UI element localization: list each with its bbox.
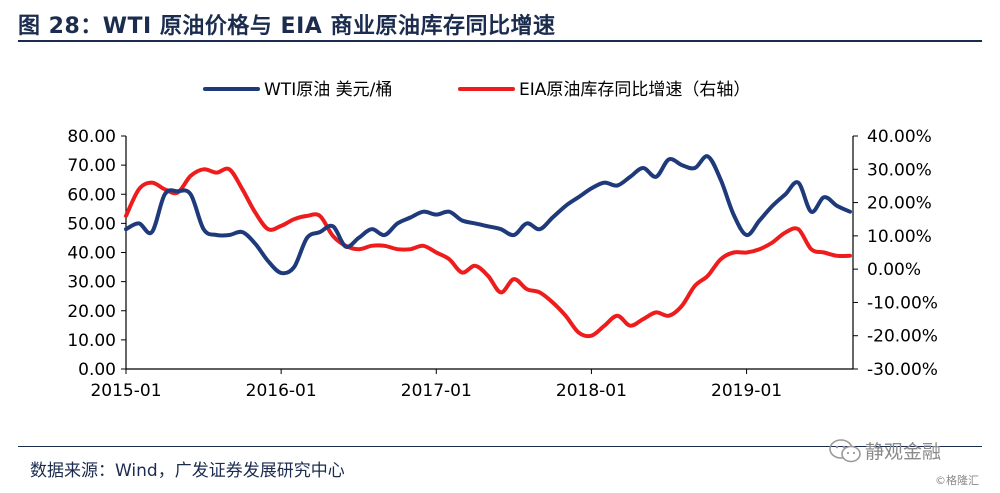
chart-title: 图 28：WTI 原油价格与 EIA 商业原油库存同比增速: [18, 14, 556, 39]
right-tick-label: -20.00%: [867, 327, 938, 347]
x-tick-label: 2016-01: [246, 381, 317, 401]
footer-divider: [18, 446, 982, 447]
series-line-eia: [124, 166, 852, 339]
right-tick-label: 40.00%: [867, 127, 932, 147]
left-tick-label: 50.00: [67, 214, 116, 234]
x-tick-label: 2018-01: [556, 381, 627, 401]
left-tick-label: 30.00: [67, 273, 116, 293]
watermark-credit: ©格隆汇: [935, 474, 979, 487]
left-tick-label: 60.00: [67, 185, 116, 205]
title-divider: [18, 40, 982, 42]
axes-group: 0.00 10.00 20.00 30.00 40.00 50.00 60.00 70.00 8…: [67, 127, 938, 401]
left-tick-label: 40.00: [67, 244, 116, 264]
x-tick-label: 2019-01: [711, 381, 782, 401]
series-line-wti: [124, 154, 852, 276]
right-tick-label: 0.00%: [867, 260, 921, 280]
series-group: [124, 154, 852, 339]
right-tick-label: 10.00%: [867, 227, 932, 247]
x-tick-label: 2015-01: [90, 381, 161, 401]
right-tick-label: -10.00%: [867, 293, 938, 313]
watermark-text: 静观金融: [865, 441, 942, 463]
chart-canvas: WTI原油 美元/桶 EIA原油库存同比增速（右轴） 0.00 10.00 20.0…: [67, 80, 938, 401]
wechat-icon: [828, 438, 862, 468]
left-tick-label: 0.00: [78, 360, 116, 380]
legend-label-wti: WTI原油 美元/桶: [264, 80, 392, 100]
right-tick-label: -30.00%: [867, 360, 938, 380]
x-tick-label: 2017-01: [401, 381, 472, 401]
right-tick-label: 30.00%: [867, 160, 932, 180]
source-note: 数据来源：Wind，广发证券发展研究中心: [30, 461, 345, 481]
left-tick-label: 10.00: [67, 331, 116, 351]
left-tick-label: 20.00: [67, 302, 116, 322]
right-tick-label: 20.00%: [867, 194, 932, 214]
left-tick-label: 70.00: [67, 156, 116, 176]
left-tick-label: 80.00: [67, 127, 116, 147]
legend-label-eia: EIA原油库存同比增速（右轴）: [519, 80, 750, 100]
legend: WTI原油 美元/桶 EIA原油库存同比增速（右轴）: [203, 80, 750, 100]
